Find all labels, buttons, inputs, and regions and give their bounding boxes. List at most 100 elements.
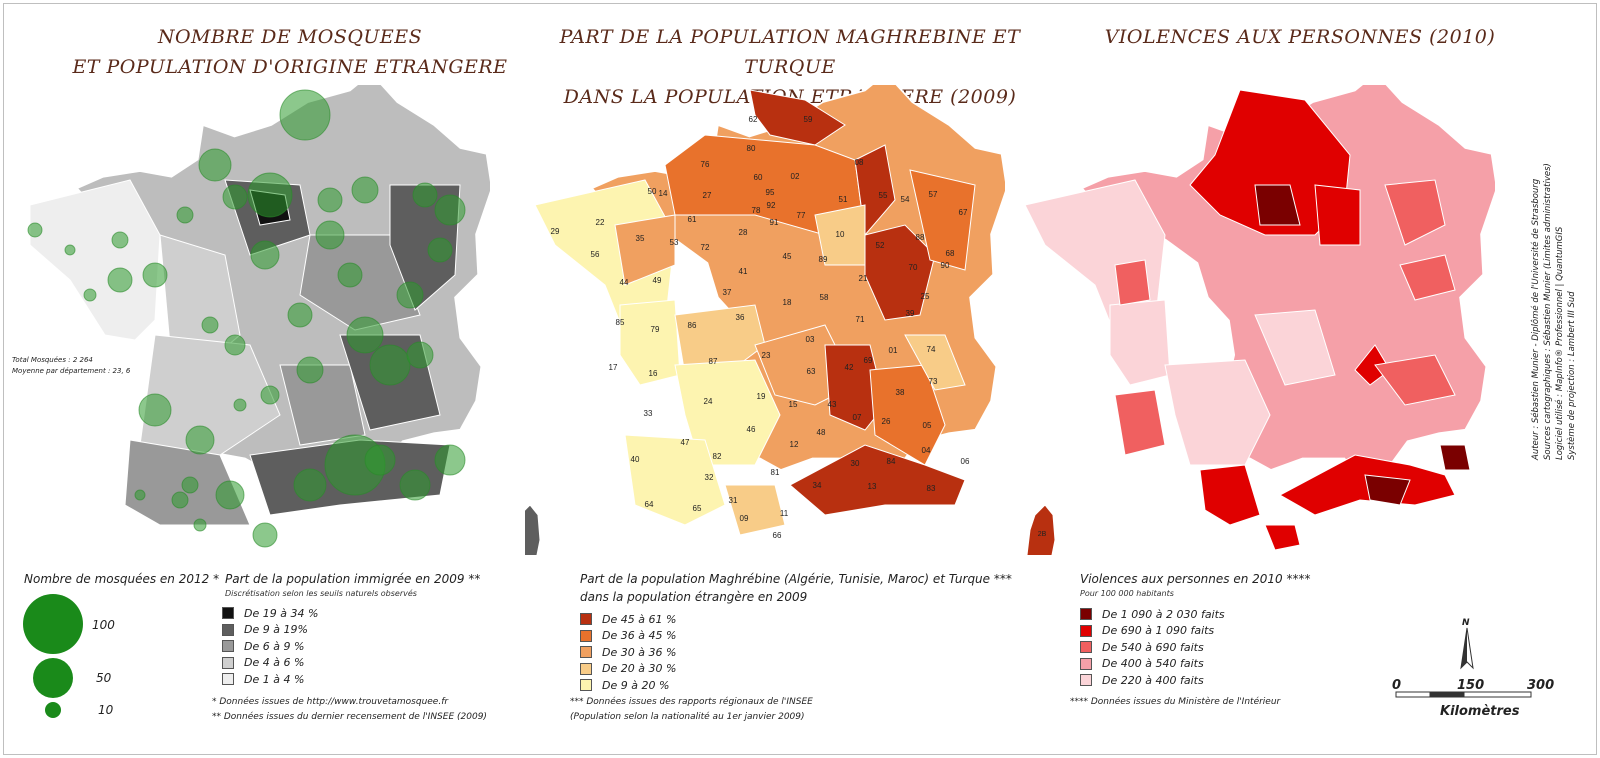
legend-row: De 30 à 36 % [580, 645, 676, 659]
legend-label: De 690 à 1 090 faits [1102, 624, 1215, 637]
maghreb-legend-title-1: Part de la population Maghrébine (Algéri… [580, 572, 1012, 586]
svg-text:54: 54 [901, 195, 910, 204]
legend-swatch [580, 646, 592, 658]
svg-text:37: 37 [723, 288, 732, 297]
legend-row: De 1 à 4 % [222, 672, 304, 686]
svg-text:63: 63 [807, 367, 816, 376]
svg-text:84: 84 [887, 457, 896, 466]
svg-text:25: 25 [921, 292, 930, 301]
svg-text:61: 61 [688, 215, 697, 224]
svg-text:15: 15 [789, 400, 798, 409]
legend-row: De 540 à 690 faits [1080, 640, 1204, 654]
svg-text:50: 50 [648, 187, 657, 196]
violence-legend-title: Violences aux personnes en 2010 **** [1080, 572, 1311, 586]
svg-text:36: 36 [736, 313, 745, 322]
map1-total: Total Mosquées : 2 264 [12, 356, 93, 364]
svg-text:74: 74 [927, 345, 936, 354]
map3-note-1: **** Données issues du Ministère de l'In… [1070, 697, 1281, 707]
svg-text:79: 79 [651, 325, 660, 334]
svg-text:40: 40 [631, 455, 640, 464]
svg-text:28: 28 [739, 228, 748, 237]
svg-text:85: 85 [616, 318, 625, 327]
svg-text:17: 17 [609, 363, 618, 372]
legend-label: De 220 à 400 faits [1102, 673, 1204, 687]
map2-note-2: (Population selon la nationalité au 1er … [570, 712, 805, 722]
legend-label: De 4 à 6 % [244, 656, 305, 669]
legend-swatch [222, 656, 234, 669]
mosque-size-50: 50 [96, 671, 112, 685]
scale-0: 0 [1392, 678, 1402, 693]
svg-text:78: 78 [752, 206, 761, 215]
mosque-size-10: 10 [98, 703, 114, 717]
legend-row: De 9 à 19% [222, 623, 308, 637]
legend-row: De 20 à 30 % [580, 662, 676, 676]
legend-label: De 540 à 690 faits [1102, 640, 1204, 654]
svg-text:06: 06 [961, 457, 970, 466]
svg-text:21: 21 [859, 274, 868, 283]
svg-text:03: 03 [806, 335, 815, 344]
legend-row: De 9 à 20 % [580, 678, 669, 692]
svg-text:31: 31 [729, 496, 738, 505]
svg-text:48: 48 [817, 428, 826, 437]
svg-text:42: 42 [845, 363, 854, 372]
svg-text:19: 19 [757, 392, 766, 401]
legend-row: De 220 à 400 faits [1080, 673, 1204, 687]
map2-dept-shades [534, 89, 976, 536]
svg-text:86: 86 [688, 321, 697, 330]
legend-swatch [1080, 641, 1092, 653]
svg-text:52: 52 [876, 241, 885, 250]
legend-label: De 36 à 45 % [602, 629, 677, 642]
svg-text:69: 69 [864, 356, 873, 365]
maghreb-legend-title-2: dans la population étrangère en 2009 [580, 590, 808, 604]
scale-150: 150 [1457, 678, 1485, 693]
legend-row: De 19 à 34 % [222, 606, 318, 620]
svg-text:83: 83 [927, 484, 936, 493]
svg-text:56: 56 [591, 250, 600, 259]
svg-text:32: 32 [705, 473, 714, 482]
legend-swatch [1080, 674, 1092, 686]
svg-text:58: 58 [820, 293, 829, 302]
legend-label: De 6 à 9 % [244, 639, 305, 653]
svg-text:57: 57 [929, 190, 938, 199]
scale-300: 300 [1527, 678, 1555, 693]
legend-label: De 1 à 4 % [244, 672, 305, 686]
svg-text:72: 72 [701, 243, 710, 252]
legend-row: De 36 à 45 % [580, 629, 676, 643]
legend-label: De 30 à 36 % [602, 645, 677, 659]
svg-text:64: 64 [645, 500, 654, 509]
map1-average: Moyenne par département : 23, 6 [12, 367, 131, 375]
poster-frame [3, 3, 1597, 755]
svg-text:26: 26 [882, 417, 891, 426]
svg-text:70: 70 [909, 263, 918, 272]
map3-corsica [1026, 504, 1056, 555]
svg-text:09: 09 [740, 514, 749, 523]
legend-swatch [1080, 624, 1092, 637]
map1-note-2: ** Données issues du dernier recensement… [212, 712, 487, 722]
svg-text:22: 22 [596, 218, 605, 227]
svg-text:2B: 2B [1038, 531, 1047, 538]
map2-corsica [525, 504, 541, 555]
legend-label: De 9 à 19% [244, 623, 308, 636]
svg-text:89: 89 [819, 255, 828, 264]
svg-text:12: 12 [790, 440, 799, 449]
svg-text:68: 68 [946, 249, 955, 258]
mosque-size-100: 100 [92, 618, 115, 632]
svg-text:49: 49 [653, 276, 662, 285]
violence-legend-subtitle: Pour 100 000 habitants [1080, 589, 1174, 598]
svg-text:90: 90 [941, 261, 950, 270]
svg-text:71: 71 [856, 315, 865, 324]
svg-text:91: 91 [770, 218, 779, 227]
map1-mosque-circles [27, 89, 466, 548]
map1-note-1: * Données issues de http://www.trouvetam… [212, 697, 449, 707]
legend-swatch [222, 640, 234, 652]
svg-text:34: 34 [813, 481, 822, 490]
svg-text:88: 88 [916, 233, 925, 242]
svg-text:14: 14 [659, 189, 668, 198]
svg-text:53: 53 [670, 238, 679, 247]
svg-text:66: 66 [773, 531, 782, 540]
svg-text:04: 04 [922, 446, 931, 455]
svg-text:44: 44 [620, 278, 629, 287]
svg-text:51: 51 [839, 195, 848, 204]
legend-row: De 4 à 6 % [222, 656, 304, 670]
